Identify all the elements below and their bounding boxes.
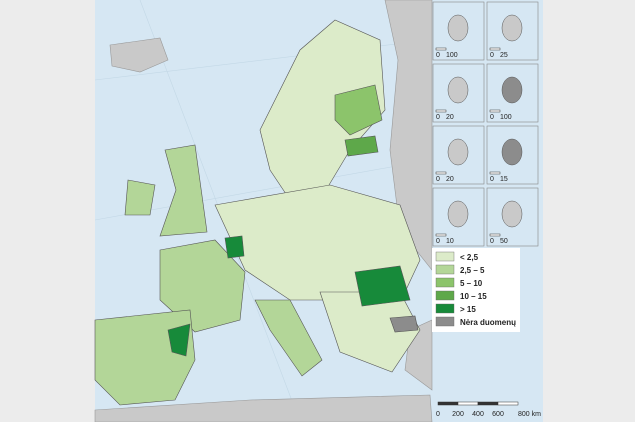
scale-label: 600 [492,411,504,418]
scale-segment [497,401,519,406]
france [159,239,246,333]
scandinavia [259,19,386,201]
legend-swatch [435,303,455,314]
inset-scale-label: 10 [446,238,454,245]
inset-scale-bar [435,109,447,113]
italy [254,299,323,377]
inset-island [447,138,469,166]
legend-label: 5 – 10 [460,279,483,288]
inset-scale-label: 0 [490,114,494,121]
catalonia [167,323,191,357]
inset-island [447,200,469,228]
inset-scale-bar [435,47,447,51]
inset-scale-bar [435,233,447,237]
inset-island [447,14,469,42]
britain [159,144,208,237]
africa [94,394,433,422]
inset-scale-bar [489,109,501,113]
inset-scale-label: 100 [500,114,512,121]
inset-scale-label: 20 [446,176,454,183]
inset-scale-label: 0 [490,238,494,245]
legend-label: 10 – 15 [460,292,487,301]
scale-segment [457,401,479,406]
scale-label: 0 [436,411,440,418]
scale-segment [437,401,459,406]
legend-label: Nėra duomenų [460,318,516,327]
legend-label: < 2,5 [460,253,479,262]
inset-scale-bar [489,233,501,237]
inset-island [447,76,469,104]
inset-scale-label: 15 [500,176,508,183]
inset-scale-label: 0 [490,176,494,183]
inset-scale-label: 20 [446,114,454,121]
legend-swatch [435,264,455,275]
scale-label: 200 [452,411,464,418]
inset-island [501,14,523,42]
inset-scale-label: 0 [436,238,440,245]
scale-bar: 0 200 400 600 800 km [436,401,541,418]
inset-scale-label: 0 [490,52,494,59]
inset-island [501,200,523,228]
benelux-region [224,235,245,259]
scale-label: 400 [472,411,484,418]
ireland [124,179,156,216]
inset-scale-label: 100 [446,52,458,59]
scale-label: 800 km [518,411,541,418]
estonia [344,135,379,157]
inset-scale-label: 0 [436,176,440,183]
iceland [109,37,169,73]
legend: < 2,5 2,5 – 5 5 – 10 10 – 15 > 15 Nėra duomen… [432,248,520,332]
finland-south [334,84,383,136]
no-data-region [389,315,419,333]
inset-scale-label: 0 [436,52,440,59]
legend-swatch [435,251,455,262]
inset-scale-label: 50 [500,238,508,245]
inset-scale-bar [435,171,447,175]
inset-scale-label: 0 [436,114,440,121]
legend-label: > 15 [460,305,476,314]
scale-segment [477,401,499,406]
inset-island [501,76,523,104]
legend-label: 2,5 – 5 [460,266,485,275]
romania-region [354,265,411,307]
legend-swatch [435,277,455,288]
legend-swatch [435,316,455,327]
inset-island [501,138,523,166]
inset-scale-bar [489,47,501,51]
inset-scale-bar [489,171,501,175]
inset-scale-label: 25 [500,52,508,59]
legend-swatch [435,290,455,301]
